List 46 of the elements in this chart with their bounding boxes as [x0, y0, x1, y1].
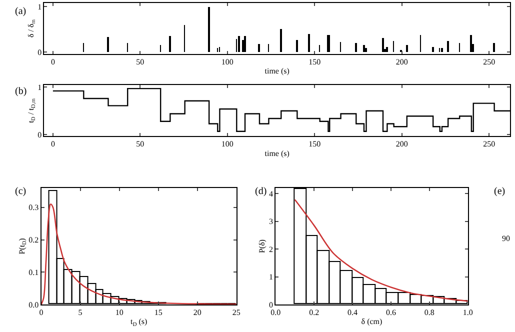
x-tick-label: 0.6	[386, 308, 396, 318]
chart-title: (b)	[15, 86, 27, 97]
x-tick-label: 250	[483, 57, 496, 66]
y-tick-label: 0.3	[28, 203, 39, 212]
x-tick-label: 50	[136, 57, 144, 66]
y-tick-label: 0	[38, 48, 42, 57]
x-tick-label: 100	[221, 140, 234, 149]
x-axis-title: t$_{D}$ (s)	[130, 317, 148, 328]
y-tick-label: 3	[269, 217, 274, 226]
y-tick-label: 0.1	[28, 268, 39, 277]
x-tick-label: 0	[50, 140, 55, 149]
y-tick-label: 1	[269, 272, 274, 282]
y-tick-label: 0.2	[28, 236, 39, 245]
chart-title: (a)	[15, 6, 26, 17]
text: (e)	[494, 186, 506, 197]
x-tick-label: 0	[50, 57, 55, 66]
x-tick-label: 10	[115, 308, 124, 318]
y-tick-label: 0	[269, 300, 274, 310]
y-tick-label: 0.0	[28, 300, 39, 310]
x-tick-label: 1.0	[462, 308, 473, 318]
x-tick-label: 20	[193, 308, 202, 318]
x-tick-label: 0.8	[424, 308, 434, 318]
x-tick-label: 25	[232, 308, 240, 318]
y-tick-label: 2	[269, 244, 274, 254]
x-tick-label: 0.4	[348, 308, 358, 318]
x-tick-label: 15	[154, 308, 162, 318]
x-axis-title: time (s)	[264, 148, 290, 158]
x-tick-label: 150	[308, 140, 321, 149]
x-tick-label: 150	[308, 57, 321, 66]
x-tick-label: 0.2	[309, 308, 320, 318]
text: 90	[502, 234, 510, 243]
x-axis-title: δ (cm)	[361, 317, 383, 326]
y-tick-label: 0	[38, 130, 42, 140]
x-tick-label: 250	[483, 140, 496, 149]
y-tick-label: 1	[38, 82, 42, 92]
chart-title: (d)	[255, 186, 267, 197]
x-tick-label: 100	[221, 57, 234, 66]
x-tick-label: 50	[136, 140, 144, 149]
y-tick-label: 4	[269, 189, 274, 198]
chart-title: (c)	[15, 186, 26, 197]
x-axis-title: time (s)	[264, 66, 290, 76]
x-tick-label: 200	[396, 140, 408, 149]
x-tick-label: 5	[78, 308, 82, 318]
y-axis-title: P(δ)	[258, 239, 267, 254]
y-tick-label: 1	[38, 2, 42, 12]
x-tick-label: 200	[396, 57, 408, 66]
